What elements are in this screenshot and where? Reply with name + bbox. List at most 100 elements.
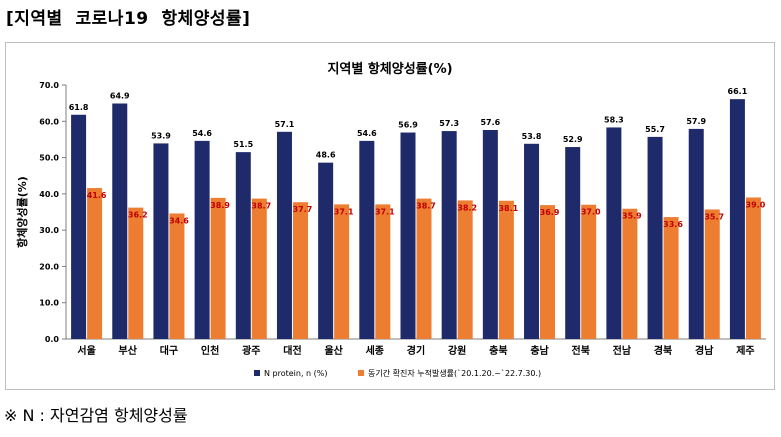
data-label-n-protein: 56.9 [398, 121, 418, 130]
bar-n-protein-3 [194, 140, 210, 339]
bar-cumulative-1 [128, 207, 144, 339]
x-tick-label: 광주 [242, 345, 260, 357]
legend-swatch-n-protein [254, 370, 260, 376]
bar-n-protein-2 [153, 143, 169, 339]
bar-cumulative-9 [457, 200, 473, 339]
data-label-n-protein: 64.9 [110, 92, 130, 101]
data-label-n-protein: 57.3 [439, 119, 459, 128]
x-tick-label: 충남 [530, 344, 549, 357]
antibody-rate-bar-chart: 지역별 항체양성률(%) 0.0 10.0 20.0 30.0 40.0 50.0 60.0 7… [15, 61, 766, 378]
chart-frame: 지역별 항체양성률(%) 0.0 10.0 20.0 30.0 40.0 50.0 60.0 7… [5, 42, 775, 390]
data-label-n-protein: 57.1 [275, 120, 295, 129]
bar-cumulative-16 [745, 197, 761, 339]
data-label-cumulative: 36.9 [540, 208, 560, 217]
data-label-cumulative: 37.0 [581, 208, 601, 217]
bar-n-protein-1 [112, 103, 128, 340]
bar-cumulative-10 [498, 200, 514, 339]
bar-n-protein-16 [729, 99, 745, 339]
data-label-n-protein: 48.6 [316, 151, 336, 160]
bar-cumulative-13 [622, 208, 638, 339]
bar-cumulative-7 [375, 204, 391, 339]
bar-n-protein-13 [606, 127, 622, 339]
data-label-n-protein: 55.7 [645, 125, 665, 134]
x-tick-label: 부산 [119, 344, 138, 357]
data-label-cumulative: 36.2 [128, 211, 148, 220]
x-tick-label: 서울 [77, 344, 95, 357]
x-tick-label: 대구 [160, 344, 178, 357]
x-tick-label: 전북 [572, 344, 590, 357]
x-tick-label: 울산 [324, 344, 343, 357]
bar-cumulative-8 [416, 198, 432, 339]
data-label-n-protein: 57.6 [480, 118, 500, 127]
bar-n-protein-4 [235, 152, 251, 339]
data-label-cumulative: 37.1 [375, 207, 395, 216]
bar-n-protein-5 [276, 131, 292, 339]
x-tick-label: 강원 [448, 344, 466, 357]
bar-n-protein-6 [318, 162, 334, 339]
data-label-n-protein: 58.3 [604, 115, 624, 124]
data-label-n-protein: 53.8 [522, 132, 542, 141]
bar-cumulative-4 [251, 198, 267, 339]
x-tick-label: 충북 [489, 344, 507, 357]
data-label-cumulative: 38.2 [457, 203, 477, 212]
bar-cumulative-3 [210, 197, 226, 339]
data-label-cumulative: 34.6 [169, 216, 189, 225]
x-tick-label: 제주 [736, 344, 754, 357]
x-tick-label: 경북 [654, 344, 672, 357]
data-label-n-protein: 66.1 [728, 87, 748, 96]
data-label-n-protein: 51.5 [233, 140, 253, 149]
data-label-n-protein: 54.6 [357, 129, 377, 138]
data-label-cumulative: 38.7 [416, 202, 436, 211]
x-tick-label: 세종 [366, 344, 384, 357]
data-label-cumulative: 35.7 [704, 212, 724, 221]
data-label-n-protein: 61.8 [69, 103, 89, 112]
y-tick-label: 0.0 [45, 335, 60, 344]
bar-n-protein-12 [565, 147, 581, 339]
bar-cumulative-6 [334, 204, 350, 339]
y-tick-label: 40.0 [39, 190, 59, 199]
y-tick-label: 10.0 [39, 299, 59, 308]
bar-n-protein-10 [482, 129, 498, 339]
data-label-n-protein: 57.9 [686, 117, 706, 126]
bar-cumulative-2 [169, 213, 185, 339]
bar-cumulative-11 [540, 205, 556, 339]
bar-n-protein-0 [71, 114, 87, 339]
data-label-n-protein: 54.6 [192, 129, 212, 138]
bar-cumulative-5 [292, 202, 308, 339]
bar-cumulative-15 [704, 209, 720, 339]
y-tick-label: 30.0 [39, 226, 59, 235]
data-label-cumulative: 33.6 [663, 220, 683, 229]
legend-swatch-cumulative [358, 370, 364, 376]
x-tick-label: 대전 [283, 344, 301, 357]
data-label-cumulative: 35.9 [622, 212, 642, 221]
bar-cumulative-12 [581, 204, 597, 339]
data-label-cumulative: 38.1 [498, 204, 518, 213]
y-tick-label: 60.0 [39, 117, 59, 126]
footnote: ※ N : 자연감염 항체양성률 [4, 406, 188, 425]
bar-n-protein-14 [647, 136, 663, 339]
bar-n-protein-15 [688, 128, 704, 339]
bar-cumulative-14 [663, 217, 679, 339]
data-label-n-protein: 53.9 [151, 131, 171, 140]
data-label-cumulative: 38.9 [210, 201, 230, 210]
chart-title: 지역별 항체양성률(%) [327, 61, 452, 77]
x-tick-label: 전남 [613, 344, 632, 357]
y-tick-label: 20.0 [39, 262, 59, 271]
bar-n-protein-9 [441, 131, 457, 339]
page-heading: [지역별 코로나19 항체양성률] [6, 9, 251, 29]
data-label-cumulative: 41.6 [87, 191, 107, 200]
bar-n-protein-7 [359, 140, 375, 339]
legend-label-n-protein: N protein, n (%) [264, 369, 328, 378]
bar-n-protein-11 [524, 143, 540, 339]
y-tick-label: 70.0 [39, 81, 59, 90]
data-label-cumulative: 37.1 [334, 207, 354, 216]
data-label-cumulative: 38.7 [251, 202, 271, 211]
y-tick-label: 50.0 [39, 154, 59, 163]
legend-label-cumulative: 동기간 확진자 누적발생률(`20.1.20.~`22.7.30.) [368, 368, 541, 378]
data-label-cumulative: 37.7 [293, 205, 313, 214]
x-tick-label: 경기 [407, 344, 425, 357]
bar-n-protein-8 [400, 132, 416, 339]
x-tick-label: 경남 [695, 344, 714, 357]
y-axis-label: 항체양성률(%) [15, 176, 29, 248]
data-label-n-protein: 52.9 [563, 135, 583, 144]
